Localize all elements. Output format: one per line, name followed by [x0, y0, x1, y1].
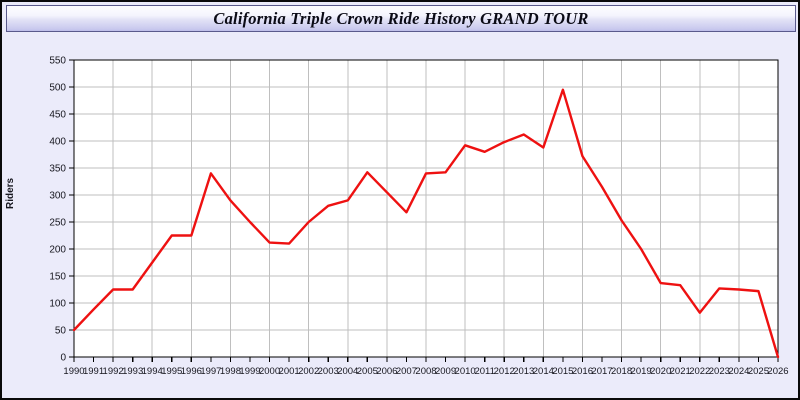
y-axis-ticks: 0 50 100 150 200 250 300 350 400 450 500 550 [49, 56, 74, 364]
svg-text:2001: 2001 [279, 366, 300, 377]
svg-text:1992: 1992 [103, 366, 124, 377]
svg-text:2003: 2003 [318, 366, 339, 377]
svg-text:400: 400 [49, 137, 66, 148]
svg-text:2004: 2004 [337, 366, 358, 377]
svg-text:2010: 2010 [455, 366, 476, 377]
svg-text:1993: 1993 [122, 366, 143, 377]
svg-text:500: 500 [49, 83, 66, 94]
svg-text:1998: 1998 [220, 366, 241, 377]
svg-text:2015: 2015 [552, 366, 573, 377]
svg-text:250: 250 [49, 218, 66, 229]
svg-text:1991: 1991 [83, 366, 104, 377]
svg-text:1997: 1997 [200, 366, 221, 377]
svg-text:2000: 2000 [259, 366, 280, 377]
svg-text:2021: 2021 [670, 366, 691, 377]
svg-text:2017: 2017 [591, 366, 612, 377]
svg-text:2024: 2024 [728, 366, 749, 377]
window-title-bar: California Triple Crown Ride History GRA… [6, 5, 796, 32]
svg-text:200: 200 [49, 245, 66, 256]
svg-text:2012: 2012 [494, 366, 515, 377]
svg-text:2023: 2023 [709, 366, 730, 377]
svg-text:150: 150 [49, 272, 66, 283]
svg-text:2013: 2013 [513, 366, 534, 377]
svg-text:2011: 2011 [474, 366, 494, 377]
page-title: California Triple Crown Ride History GRA… [213, 8, 589, 28]
svg-text:2014: 2014 [533, 366, 554, 377]
svg-text:1990: 1990 [63, 366, 84, 377]
svg-text:2006: 2006 [376, 366, 397, 377]
svg-text:100: 100 [49, 299, 66, 310]
svg-text:550: 550 [49, 56, 66, 67]
svg-text:1995: 1995 [161, 366, 182, 377]
svg-text:2016: 2016 [572, 366, 593, 377]
svg-text:1994: 1994 [142, 366, 163, 377]
svg-text:2005: 2005 [357, 366, 378, 377]
svg-text:300: 300 [49, 191, 66, 202]
svg-text:1996: 1996 [181, 366, 202, 377]
svg-text:2022: 2022 [689, 366, 710, 377]
svg-text:2018: 2018 [611, 366, 632, 377]
data-series-riders [72, 88, 780, 359]
svg-text:2020: 2020 [650, 366, 671, 377]
svg-text:350: 350 [49, 164, 66, 175]
svg-text:50: 50 [55, 326, 67, 337]
x-axis-ticks: 1990199119921993199419951996199719981999… [63, 357, 789, 377]
svg-text:2002: 2002 [298, 366, 319, 377]
svg-text:0: 0 [60, 353, 66, 364]
plot-region: 0 50 100 150 200 250 300 350 400 450 500 550 1990 19… [2, 34, 798, 398]
svg-text:2007: 2007 [396, 366, 417, 377]
svg-text:1999: 1999 [239, 366, 260, 377]
chart-area: Riders 0 50 100 150 200 250 300 350 400 450 500 550… [2, 34, 798, 398]
svg-text:2008: 2008 [415, 366, 436, 377]
svg-text:2026: 2026 [767, 366, 788, 377]
svg-text:2025: 2025 [748, 366, 769, 377]
svg-text:2019: 2019 [631, 366, 652, 377]
svg-text:450: 450 [49, 110, 66, 121]
svg-text:2009: 2009 [435, 366, 456, 377]
